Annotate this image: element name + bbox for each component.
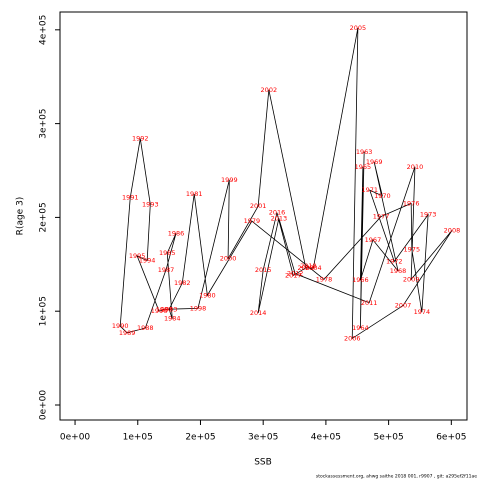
- point-label: 1988: [137, 324, 154, 332]
- point-label: 1976: [403, 199, 420, 207]
- point-label: 1966: [352, 276, 369, 284]
- point-label: 1977: [373, 212, 390, 220]
- point-label: 1967: [365, 236, 382, 244]
- y-tick-label: 2e+05: [39, 202, 49, 232]
- point-label: 2017: [285, 272, 302, 280]
- point-label: 2014: [250, 309, 267, 317]
- point-label: 2002: [261, 86, 278, 94]
- point-label: 2000: [220, 255, 237, 263]
- y-tick-label: 3e+05: [39, 108, 49, 138]
- point-label: 1965: [355, 163, 372, 171]
- x-tick-label: 5e+05: [373, 433, 403, 443]
- point-label: 1983: [161, 305, 178, 313]
- point-label: 1993: [142, 200, 159, 208]
- point-label: 2005: [350, 24, 367, 32]
- point-label: 1997: [156, 305, 173, 313]
- point-label: 2004: [305, 264, 322, 272]
- connecting-line: [119, 27, 453, 340]
- y-tick-label: 4e+05: [39, 15, 49, 45]
- point-label: 2011: [361, 299, 378, 307]
- plot-frame: [59, 11, 468, 421]
- point-label: 1964: [352, 324, 369, 332]
- x-tick-label: 2e+05: [185, 433, 215, 443]
- point-label: 1973: [420, 211, 437, 219]
- y-axis-label: R(age 3): [16, 197, 26, 236]
- point-label: 1971: [362, 186, 379, 194]
- y-tick-label: 1e+05: [39, 296, 49, 326]
- point-label: 2015: [255, 266, 272, 274]
- point-label: 1972: [386, 257, 403, 265]
- point-label: 2016: [269, 209, 286, 217]
- point-label: 2003: [298, 264, 315, 272]
- point-label: 1980: [199, 291, 216, 299]
- point-label: 1982: [174, 279, 191, 287]
- point-label: 1999: [221, 176, 238, 184]
- x-tick-label: 6e+05: [436, 433, 466, 443]
- point-label: 1979: [244, 217, 261, 225]
- point-label: 1998: [190, 304, 207, 312]
- point-label: 1984: [164, 315, 181, 323]
- point-label: 1994: [139, 257, 156, 265]
- point-label: 1985: [159, 249, 176, 257]
- point-label: 1992: [132, 135, 149, 143]
- point-label: 1996: [151, 307, 168, 315]
- point-label: 2013: [271, 214, 288, 222]
- point-label: 1974: [414, 308, 431, 316]
- point-label: 1963: [356, 148, 373, 156]
- point-label: 2010: [407, 163, 424, 171]
- x-tick-label: 4e+05: [311, 433, 341, 443]
- point-label: 1968: [390, 267, 407, 275]
- point-label: 2001: [250, 202, 267, 210]
- point-label: 2007: [395, 302, 412, 310]
- point-label: 1978: [316, 275, 333, 283]
- x-tick-label: 0e+00: [60, 433, 91, 443]
- point-label: 2008: [444, 227, 461, 235]
- point-label: 1989: [119, 329, 136, 337]
- point-label: 2006: [344, 334, 361, 342]
- point-label: 2009: [403, 275, 420, 283]
- point-label: 2012: [287, 270, 304, 278]
- point-label: 1987: [158, 266, 175, 274]
- point-label: 1990: [112, 322, 129, 330]
- x-tick-label: 3e+05: [248, 433, 278, 443]
- point-label: 1986: [168, 229, 185, 237]
- point-label: 1969: [366, 158, 383, 166]
- point-label: 1991: [122, 194, 139, 202]
- point-label: 1970: [374, 192, 391, 200]
- y-tick-label: 0e+00: [39, 390, 49, 421]
- point-label: 1995: [129, 252, 146, 260]
- footnote: stockassessment.org, ahwg saithe 2018 00…: [316, 474, 477, 480]
- x-axis-label: SSB: [254, 458, 272, 468]
- point-label: 1981: [186, 190, 203, 198]
- point-label: 1975: [404, 245, 421, 253]
- point-label: 2018: [300, 262, 317, 270]
- x-tick-label: 1e+05: [123, 433, 153, 443]
